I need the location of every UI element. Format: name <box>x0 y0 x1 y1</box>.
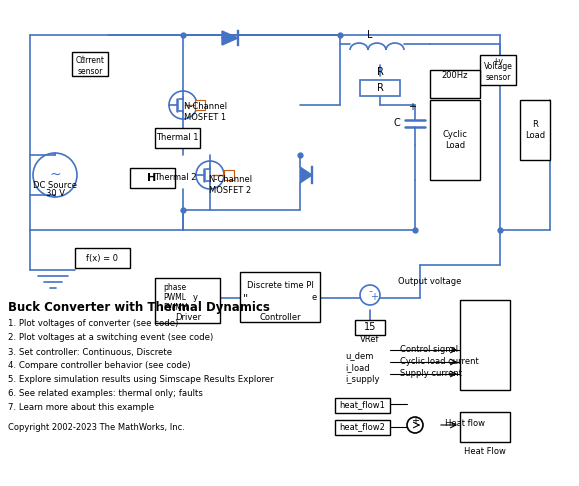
FancyBboxPatch shape <box>224 170 234 180</box>
FancyBboxPatch shape <box>195 100 205 110</box>
Text: PWMH: PWMH <box>163 302 187 312</box>
FancyBboxPatch shape <box>75 248 130 268</box>
Text: 15: 15 <box>364 322 376 332</box>
FancyBboxPatch shape <box>155 278 220 323</box>
Text: 4. Compare controller behavior (see code): 4. Compare controller behavior (see code… <box>8 362 190 370</box>
Text: phase: phase <box>163 282 186 292</box>
Text: Buck Converter with Thermal Dynamics: Buck Converter with Thermal Dynamics <box>8 301 270 314</box>
Text: N-Channel
MOSFET 2: N-Channel MOSFET 2 <box>208 175 252 195</box>
FancyBboxPatch shape <box>335 420 390 435</box>
Text: C: C <box>394 118 400 128</box>
Text: Output voltage: Output voltage <box>398 278 461 287</box>
Text: Controller: Controller <box>259 313 301 323</box>
Text: L: L <box>367 30 373 40</box>
Text: N-Channel
MOSFET 1: N-Channel MOSFET 1 <box>183 102 227 122</box>
Text: 2. Plot voltages at a switching event (see code): 2. Plot voltages at a switching event (s… <box>8 333 213 343</box>
Text: R
Load: R Load <box>525 121 545 139</box>
Polygon shape <box>222 31 238 45</box>
Text: Current
sensor: Current sensor <box>75 56 104 76</box>
FancyBboxPatch shape <box>480 55 516 85</box>
Text: Control signal: Control signal <box>400 346 458 354</box>
FancyBboxPatch shape <box>430 100 480 180</box>
Text: 5. Explore simulation results using Simscape Results Explorer: 5. Explore simulation results using Sims… <box>8 376 274 384</box>
Text: u_dem: u_dem <box>345 351 373 361</box>
Text: Discrete time PI: Discrete time PI <box>247 280 313 290</box>
FancyBboxPatch shape <box>520 100 550 160</box>
Text: heat_flow2: heat_flow2 <box>339 422 385 432</box>
Text: Voltage
sensor: Voltage sensor <box>483 62 512 82</box>
Text: 30 V: 30 V <box>46 189 64 197</box>
Text: +v: +v <box>493 57 503 67</box>
Text: i_supply: i_supply <box>345 376 379 384</box>
Text: 1. Plot voltages of converter (see code): 1. Plot voltages of converter (see code) <box>8 319 178 329</box>
Text: -: - <box>368 286 372 296</box>
Text: Driver: Driver <box>175 313 201 323</box>
Text: Supply current: Supply current <box>400 369 462 379</box>
FancyBboxPatch shape <box>155 128 200 148</box>
Text: R: R <box>376 83 383 93</box>
Text: H: H <box>148 173 157 183</box>
Text: 3. Set controller: Continuous, Discrete: 3. Set controller: Continuous, Discrete <box>8 347 172 357</box>
Text: i_load: i_load <box>345 364 369 372</box>
Text: DC Source: DC Source <box>33 180 77 190</box>
Text: y: y <box>192 294 197 302</box>
Text: Cyclic load current: Cyclic load current <box>400 358 479 366</box>
Text: Copyright 2002-2023 The MathWorks, Inc.: Copyright 2002-2023 The MathWorks, Inc. <box>8 423 185 433</box>
Text: ~: ~ <box>49 168 61 182</box>
FancyBboxPatch shape <box>240 272 320 322</box>
Text: 7. Learn more about this example: 7. Learn more about this example <box>8 403 154 413</box>
Text: VRef: VRef <box>360 335 380 345</box>
Text: +: + <box>370 292 378 302</box>
Polygon shape <box>300 167 312 183</box>
Text: +: + <box>408 102 416 112</box>
Text: + -: + - <box>80 55 90 61</box>
Text: Heat Flow: Heat Flow <box>464 448 506 456</box>
Text: +: + <box>411 416 419 426</box>
Text: heat_flow1: heat_flow1 <box>339 400 385 410</box>
Text: Thermal 2: Thermal 2 <box>154 174 196 183</box>
FancyBboxPatch shape <box>72 52 108 76</box>
FancyBboxPatch shape <box>460 300 510 390</box>
FancyBboxPatch shape <box>355 320 385 335</box>
Text: PWML: PWML <box>163 293 186 301</box>
Text: R: R <box>376 67 383 77</box>
Text: Cyclic
Load: Cyclic Load <box>442 130 467 150</box>
Text: ": " <box>243 293 248 303</box>
FancyBboxPatch shape <box>360 80 400 96</box>
FancyBboxPatch shape <box>335 398 390 413</box>
Text: Thermal 1: Thermal 1 <box>156 134 198 142</box>
Text: 200Hz: 200Hz <box>442 71 468 81</box>
FancyBboxPatch shape <box>130 168 175 188</box>
Text: f(x) = 0: f(x) = 0 <box>86 254 118 262</box>
FancyBboxPatch shape <box>460 412 510 442</box>
Text: 6. See related examples: thermal only; faults: 6. See related examples: thermal only; f… <box>8 389 203 399</box>
FancyBboxPatch shape <box>430 70 480 98</box>
Text: Heat flow: Heat flow <box>445 419 485 429</box>
Text: e: e <box>312 294 317 302</box>
